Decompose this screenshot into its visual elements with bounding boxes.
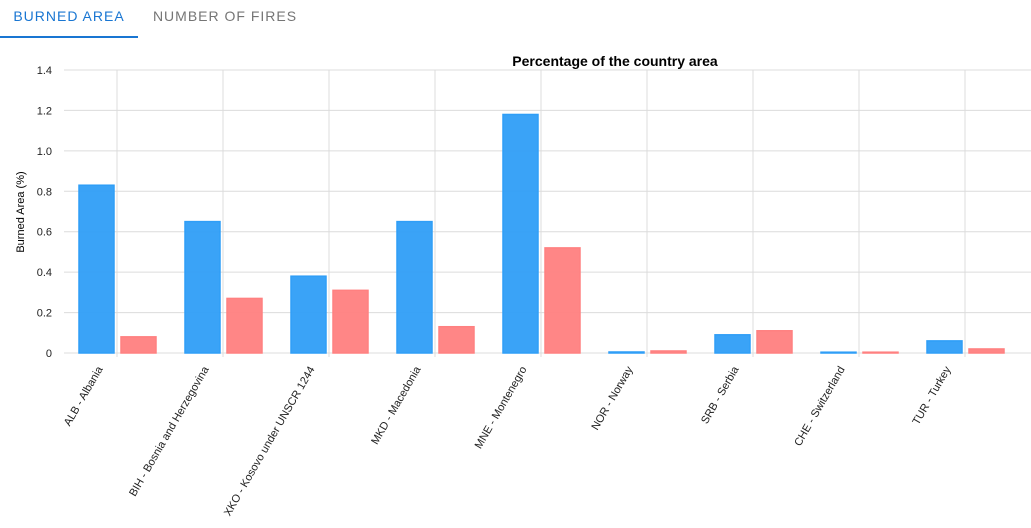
x-tick-label: XKO - Kosovo under UNSCR 1244 — [222, 365, 318, 519]
bar-series1-8 — [926, 340, 963, 354]
burned-area-chart: Percentage of the country area Burned Ar… — [15, 53, 1031, 519]
tab-number-of-fires[interactable]: NUMBER OF FIRES — [152, 8, 298, 24]
x-tick-label: NOR - Norway — [589, 364, 635, 432]
x-tick-label: ALB - Albania — [62, 364, 106, 428]
y-tick-label: 1.4 — [37, 65, 52, 77]
bar-series2-2 — [332, 289, 369, 354]
bar-series2-3 — [438, 325, 475, 354]
bar-series1-2 — [290, 275, 327, 354]
y-tick-label: 0.6 — [37, 227, 52, 239]
bar-series2-0 — [120, 336, 157, 354]
x-tick-label: TUR - Turkey — [911, 364, 954, 427]
bar-series1-7 — [820, 351, 857, 354]
y-tick-label: 0.4 — [37, 267, 52, 279]
y-tick-label: 0 — [46, 348, 52, 360]
y-tick-label: 0.8 — [37, 186, 52, 198]
x-axis-labels: ALB - Albania BIH - Bosnia and Herzegovin… — [62, 364, 954, 519]
bar-series2-1 — [226, 297, 263, 354]
bar-series1-0 — [78, 184, 115, 354]
bar-series1-4 — [502, 113, 539, 354]
tab-bar: BURNED AREA NUMBER OF FIRES — [0, 0, 1031, 40]
x-tick-label: SRB - Serbia — [699, 364, 742, 426]
x-tick-label: MKD - Macedonia — [369, 364, 424, 447]
bar-series2-8 — [968, 348, 1005, 354]
y-axis-ticks: 0 0.2 0.4 0.6 0.8 1.0 1.2 1.4 — [37, 65, 52, 360]
bar-series1-1 — [184, 220, 221, 354]
bar-series2-6 — [756, 330, 793, 354]
bar-series2-5 — [650, 350, 687, 354]
y-tick-label: 1.0 — [37, 146, 52, 158]
chart-title: Percentage of the country area — [512, 53, 718, 69]
x-tick-label: CHE - Switzerland — [792, 365, 847, 449]
active-tab-indicator — [0, 36, 138, 38]
x-tick-label: MNE - Montenegro — [473, 365, 530, 451]
bars — [78, 113, 1005, 354]
bar-series1-5 — [608, 351, 645, 354]
bar-series1-6 — [714, 334, 751, 354]
tab-burned-area[interactable]: BURNED AREA — [13, 8, 125, 24]
y-tick-label: 1.2 — [37, 105, 52, 117]
y-axis-title: Burned Area (%) — [15, 171, 27, 252]
grid — [64, 69, 1031, 357]
y-tick-label: 0.2 — [37, 308, 52, 320]
bar-series2-7 — [862, 351, 899, 354]
bar-series2-4 — [544, 247, 581, 354]
x-tick-label: BIH - Bosnia and Herzegovina — [127, 364, 212, 499]
bar-series1-3 — [396, 220, 433, 354]
